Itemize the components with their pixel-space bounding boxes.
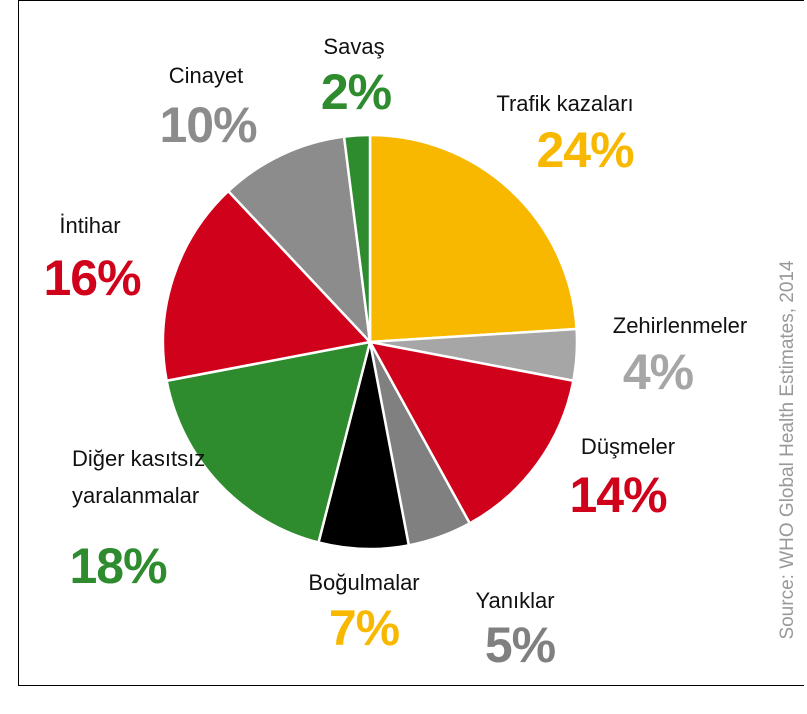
slice-name: İntihar [59, 213, 121, 238]
pie-slice [161, 189, 373, 383]
value-label: 14% [569, 467, 667, 523]
slice-name: Boğulmalar [308, 570, 420, 595]
value-label: 10% [159, 97, 257, 153]
value-label: 24% [536, 122, 634, 178]
source: Source: WHO Global Health Estimates, 201… [777, 260, 798, 640]
slice-name: Cinayet [168, 63, 244, 88]
pie-slice [342, 133, 372, 343]
slice-name: Diğer kasıtsız yaralanmalar [72, 446, 206, 508]
slice-name: Trafik kazaları [496, 91, 634, 116]
slice-name: Yanıklar [475, 588, 555, 613]
value-label: 4% [622, 344, 694, 400]
pie-slice [226, 135, 372, 346]
slice-name: Zehirlenmeler [612, 313, 748, 338]
value-label: 18% [69, 538, 167, 594]
frame [18, 0, 804, 686]
value-label: 2% [320, 64, 392, 120]
value-label: 7% [328, 600, 400, 656]
pie-slice [165, 340, 372, 545]
value-label: 5% [484, 617, 556, 673]
pie-slice [368, 133, 578, 344]
slice-name: Savaş [323, 34, 385, 59]
value-label: 16% [43, 250, 141, 306]
slice-name: Düşmeler [580, 434, 676, 459]
pie-slice [367, 340, 575, 526]
